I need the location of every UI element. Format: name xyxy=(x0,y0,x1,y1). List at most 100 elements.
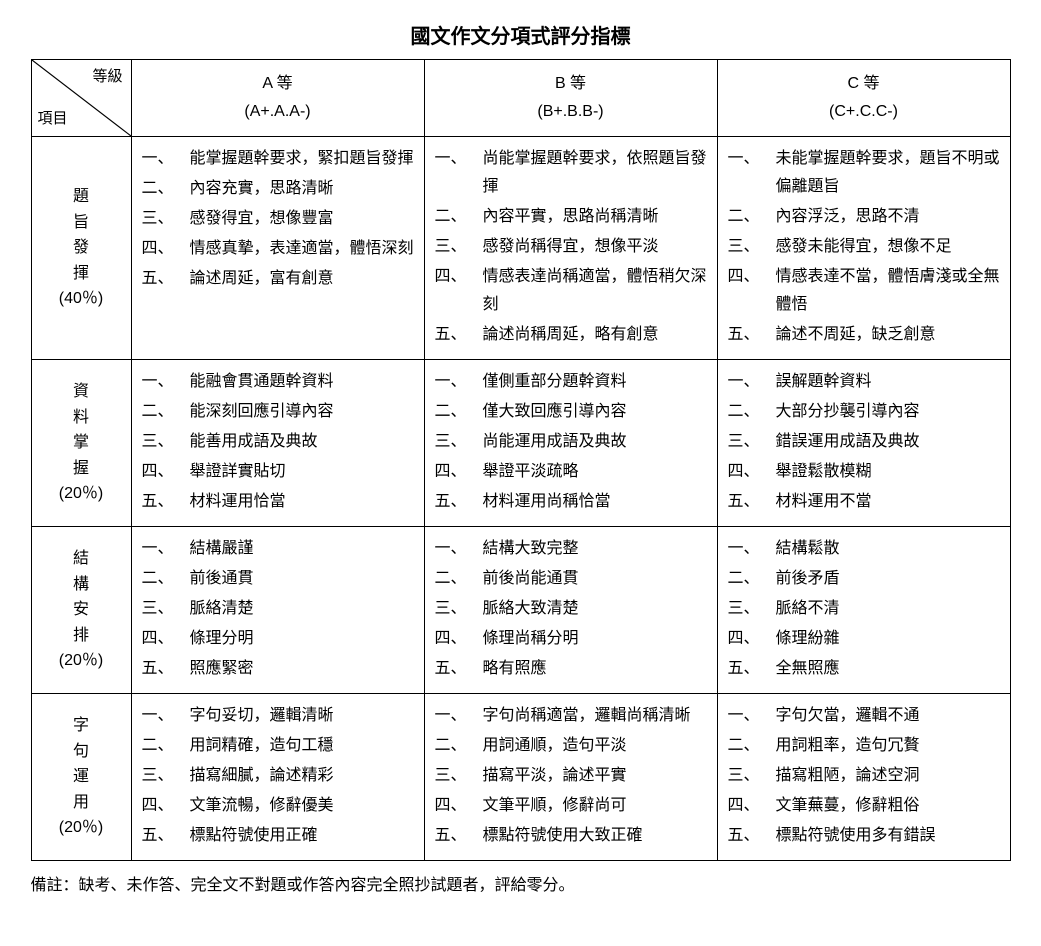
item-text: 內容浮泛，思路不清 xyxy=(776,203,1000,231)
item-numeral: 三、 xyxy=(728,595,776,623)
item-text: 感發尚稱得宜，想像平淡 xyxy=(483,233,707,261)
list-item: 一、誤解題幹資料 xyxy=(728,368,1000,396)
list-item: 五、論述不周延，缺乏創意 xyxy=(728,321,1000,349)
item-text: 前後矛盾 xyxy=(776,565,1000,593)
item-text: 字句妥切，邏輯清晰 xyxy=(190,702,414,730)
list-item: 四、情感表達不當，體悟膚淺或全無體悟 xyxy=(728,263,1000,319)
criteria-cell: 一、未能掌握題幹要求，題旨不明或偏離題旨二、內容浮泛，思路不清三、感發未能得宜，… xyxy=(717,137,1010,360)
list-item: 五、材料運用恰當 xyxy=(142,488,414,516)
item-numeral: 一、 xyxy=(435,702,483,730)
grade-sub: (A+.A.A-) xyxy=(136,98,420,126)
item-numeral: 三、 xyxy=(435,595,483,623)
header-row: 等級 項目 A 等 (A+.A.A-) B 等 (B+.B.B-) C 等 (C… xyxy=(31,60,1010,137)
item-text: 情感表達不當，體悟膚淺或全無體悟 xyxy=(776,263,1000,319)
item-numeral: 四、 xyxy=(142,458,190,486)
grade-header-c: C 等 (C+.C.C-) xyxy=(717,60,1010,137)
item-text: 舉證鬆散模糊 xyxy=(776,458,1000,486)
item-numeral: 四、 xyxy=(728,625,776,653)
criteria-list: 一、能融會貫通題幹資料二、能深刻回應引導內容三、能善用成語及典故四、舉證詳實貼切… xyxy=(142,368,414,516)
list-item: 一、結構嚴謹 xyxy=(142,535,414,563)
item-text: 能善用成語及典故 xyxy=(190,428,414,456)
page-title: 國文作文分項式評分指標 xyxy=(20,20,1021,49)
item-text: 情感表達尚稱適當，體悟稍欠深刻 xyxy=(483,263,707,319)
item-text: 描寫粗陋，論述空洞 xyxy=(776,762,1000,790)
item-numeral: 五、 xyxy=(435,822,483,850)
item-text: 能融會貫通題幹資料 xyxy=(190,368,414,396)
list-item: 二、僅大致回應引導內容 xyxy=(435,398,707,426)
row-label-char: 構 xyxy=(36,572,127,598)
list-item: 三、尚能運用成語及典故 xyxy=(435,428,707,456)
row-weight: (20％) xyxy=(36,648,127,674)
item-numeral: 四、 xyxy=(435,458,483,486)
item-numeral: 四、 xyxy=(728,458,776,486)
item-text: 用詞粗率，造句冗贅 xyxy=(776,732,1000,760)
item-text: 尚能運用成語及典故 xyxy=(483,428,707,456)
item-text: 能掌握題幹要求，緊扣題旨發揮 xyxy=(190,145,414,173)
row-weight: (20％) xyxy=(36,815,127,841)
list-item: 四、情感表達尚稱適當，體悟稍欠深刻 xyxy=(435,263,707,319)
list-item: 一、僅側重部分題幹資料 xyxy=(435,368,707,396)
item-text: 感發未能得宜，想像不足 xyxy=(776,233,1000,261)
item-text: 用詞通順，造句平淡 xyxy=(483,732,707,760)
list-item: 四、舉證詳實貼切 xyxy=(142,458,414,486)
criteria-cell: 一、字句欠當，邏輯不通二、用詞粗率，造句冗贅三、描寫粗陋，論述空洞四、文筆蕪蔓，… xyxy=(717,694,1010,861)
item-numeral: 五、 xyxy=(435,321,483,349)
item-numeral: 二、 xyxy=(435,203,483,231)
item-numeral: 二、 xyxy=(728,203,776,231)
item-text: 條理分明 xyxy=(190,625,414,653)
item-numeral: 二、 xyxy=(728,732,776,760)
row-label-char: 字 xyxy=(36,713,127,739)
row-label-char: 題 xyxy=(36,184,127,210)
item-text: 前後通貫 xyxy=(190,565,414,593)
item-numeral: 五、 xyxy=(435,488,483,516)
item-numeral: 二、 xyxy=(728,565,776,593)
row-label-char: 握 xyxy=(36,456,127,482)
list-item: 二、前後通貫 xyxy=(142,565,414,593)
item-text: 全無照應 xyxy=(776,655,1000,683)
list-item: 四、文筆平順，修辭尚可 xyxy=(435,792,707,820)
item-numeral: 四、 xyxy=(142,235,190,263)
item-text: 略有照應 xyxy=(483,655,707,683)
list-item: 二、用詞粗率，造句冗贅 xyxy=(728,732,1000,760)
item-numeral: 四、 xyxy=(435,792,483,820)
criteria-list: 一、結構嚴謹二、前後通貫三、脈絡清楚四、條理分明五、照應緊密 xyxy=(142,535,414,683)
item-text: 大部分抄襲引導內容 xyxy=(776,398,1000,426)
item-text: 感發得宜，想像豐富 xyxy=(190,205,414,233)
grade-name: C 等 xyxy=(722,70,1006,98)
list-item: 一、能融會貫通題幹資料 xyxy=(142,368,414,396)
item-text: 材料運用恰當 xyxy=(190,488,414,516)
item-text: 材料運用尚稱恰當 xyxy=(483,488,707,516)
row-label: 字句運用(20％) xyxy=(36,713,127,841)
list-item: 一、字句尚稱適當，邏輯尚稱清晰 xyxy=(435,702,707,730)
criteria-list: 一、結構鬆散二、前後矛盾三、脈絡不清四、條理紛雜五、全無照應 xyxy=(728,535,1000,683)
item-text: 舉證詳實貼切 xyxy=(190,458,414,486)
item-numeral: 五、 xyxy=(728,321,776,349)
row-label: 資料掌握(20％) xyxy=(36,379,127,507)
item-text: 誤解題幹資料 xyxy=(776,368,1000,396)
list-item: 三、脈絡清楚 xyxy=(142,595,414,623)
row-label-char: 運 xyxy=(36,764,127,790)
list-item: 三、感發未能得宜，想像不足 xyxy=(728,233,1000,261)
list-item: 三、感發尚稱得宜，想像平淡 xyxy=(435,233,707,261)
item-numeral: 五、 xyxy=(142,655,190,683)
row-label-char: 旨 xyxy=(36,210,127,236)
criteria-list: 一、字句妥切，邏輯清晰二、用詞精確，造句工穩三、描寫細膩，論述精彩四、文筆流暢，… xyxy=(142,702,414,850)
item-text: 僅大致回應引導內容 xyxy=(483,398,707,426)
item-numeral: 三、 xyxy=(435,762,483,790)
list-item: 三、能善用成語及典故 xyxy=(142,428,414,456)
item-numeral: 四、 xyxy=(435,625,483,653)
grade-sub: (C+.C.C-) xyxy=(722,98,1006,126)
table-row: 結構安排(20％)一、結構嚴謹二、前後通貫三、脈絡清楚四、條理分明五、照應緊密一… xyxy=(31,527,1010,694)
list-item: 一、尚能掌握題幹要求，依照題旨發揮 xyxy=(435,145,707,201)
list-item: 二、前後尚能通貫 xyxy=(435,565,707,593)
list-item: 二、能深刻回應引導內容 xyxy=(142,398,414,426)
list-item: 四、文筆流暢，修辭優美 xyxy=(142,792,414,820)
footnote: 備註：缺考、未作答、完全文不對題或作答內容完全照抄試題者，評給零分。 xyxy=(31,871,1011,895)
criteria-cell: 一、誤解題幹資料二、大部分抄襲引導內容三、錯誤運用成語及典故四、舉證鬆散模糊五、… xyxy=(717,360,1010,527)
list-item: 二、前後矛盾 xyxy=(728,565,1000,593)
item-numeral: 一、 xyxy=(142,145,190,173)
list-item: 四、條理紛雜 xyxy=(728,625,1000,653)
item-text: 情感真摯，表達適當，體悟深刻 xyxy=(190,235,414,263)
item-numeral: 五、 xyxy=(142,488,190,516)
item-text: 脈絡不清 xyxy=(776,595,1000,623)
